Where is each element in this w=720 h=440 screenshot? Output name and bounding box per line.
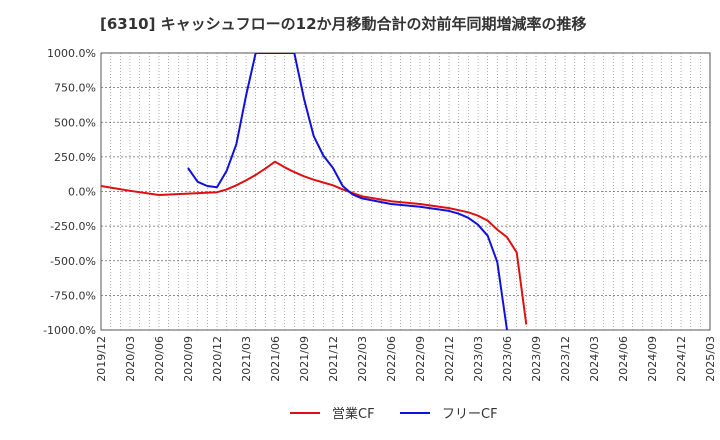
x-tick-label: 2021/06	[269, 336, 282, 382]
legend-label: フリーCF	[442, 407, 498, 422]
y-tick-label: -1000.0%	[43, 324, 96, 337]
x-tick-label: 2020/06	[153, 336, 166, 382]
y-tick-label: 750.0%	[54, 82, 96, 95]
x-tick-label: 2024/09	[646, 336, 659, 382]
x-axis-ticks: 2019/12 2020/03 2020/06 2020/09 2020/12 2021/…	[95, 336, 717, 382]
y-tick-label: -250.0%	[50, 220, 96, 233]
x-tick-label: 2025/03	[704, 336, 717, 382]
x-tick-label: 2023/12	[559, 336, 572, 382]
x-tick-label: 2024/06	[617, 336, 630, 382]
x-tick-label: 2021/03	[240, 336, 253, 382]
series-line-free-cf	[187, 53, 508, 330]
series-lines	[101, 53, 528, 330]
legend: 営業CF フリーCF	[290, 406, 498, 422]
x-tick-label: 2022/09	[414, 336, 427, 382]
horizontal-gridlines	[101, 87, 710, 296]
x-tick-label: 2020/12	[211, 336, 224, 382]
x-tick-label: 2023/03	[472, 336, 485, 382]
y-tick-label: 250.0%	[54, 151, 96, 164]
y-tick-label: -750.0%	[50, 289, 96, 302]
x-tick-label: 2022/03	[356, 336, 369, 382]
y-tick-label: 0.0%	[68, 186, 96, 199]
y-tick-label: -500.0%	[50, 255, 96, 268]
x-tick-label: 2022/06	[385, 336, 398, 382]
x-tick-label: 2020/03	[124, 336, 137, 382]
x-tick-label: 2024/03	[588, 336, 601, 382]
x-tick-label: 2022/12	[443, 336, 456, 382]
x-tick-label: 2023/09	[530, 336, 543, 382]
x-tick-label: 2019/12	[95, 336, 108, 382]
chart-title: [6310] キャッシュフローの12か月移動合計の対前年同期増減率の推移	[100, 15, 587, 33]
x-tick-label: 2023/06	[501, 336, 514, 382]
x-tick-label: 2021/09	[298, 336, 311, 382]
y-tick-label: 1000.0%	[47, 47, 96, 60]
y-tick-label: 500.0%	[54, 116, 96, 129]
legend-label: 営業CF	[332, 406, 375, 422]
series-line-operating-cf	[101, 160, 528, 325]
x-tick-label: 2021/12	[327, 336, 340, 382]
x-tick-label: 2020/09	[182, 336, 195, 382]
x-tick-label: 2024/12	[675, 336, 688, 382]
y-axis-ticks: 1000.0% 750.0% 500.0% 250.0% 0.0% -250.0% -500…	[43, 47, 96, 337]
